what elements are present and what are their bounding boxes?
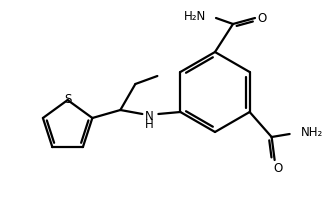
Text: NH₂: NH₂ [301,127,323,140]
Text: S: S [64,93,71,106]
Text: N: N [145,110,154,123]
Text: H₂N: H₂N [184,10,206,23]
Text: H: H [145,118,154,132]
Text: O: O [257,11,267,24]
Text: O: O [273,162,282,174]
